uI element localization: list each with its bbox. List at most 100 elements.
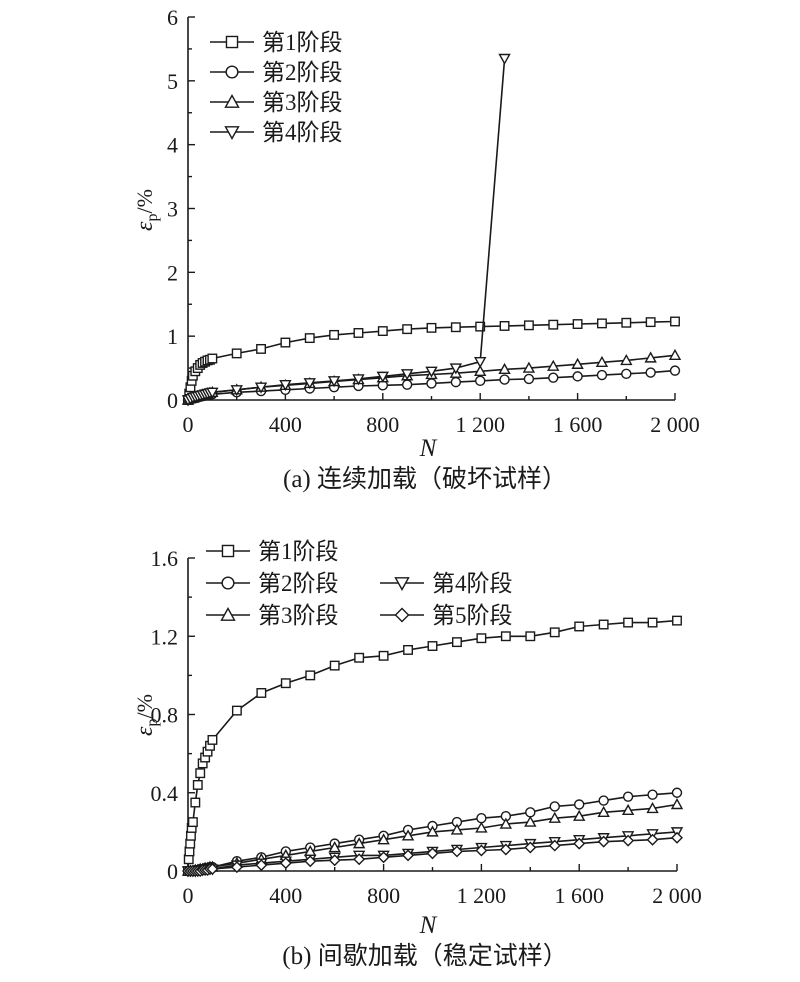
data-point xyxy=(190,797,201,808)
data-point xyxy=(474,364,487,376)
data-point xyxy=(547,359,560,371)
legend-item: 第5阶段 xyxy=(380,603,513,628)
data-point xyxy=(327,376,341,388)
data-point xyxy=(474,357,487,369)
y-tick-label: 1 xyxy=(167,324,178,349)
data-point xyxy=(403,644,413,655)
data-point xyxy=(400,369,414,381)
panel-a-chart: 0 400 800 1 200 1 600 2 000 0 1 2 3 4 5 6 Nεp/% 第1阶段第2… xyxy=(132,5,700,493)
data-point xyxy=(573,809,586,821)
legend-item: 第1阶段 xyxy=(210,30,343,55)
data-point xyxy=(668,348,682,361)
data-point xyxy=(352,374,365,386)
data-point xyxy=(646,833,659,846)
y-axis-title: εp/% xyxy=(132,189,161,231)
data-point xyxy=(401,379,413,390)
data-point xyxy=(500,631,511,642)
data-point xyxy=(279,857,292,870)
data-point xyxy=(377,851,390,864)
data-point xyxy=(352,837,366,849)
data-point xyxy=(598,619,609,630)
data-point xyxy=(645,367,656,378)
y-tick-label: 0 xyxy=(167,859,178,884)
data-point xyxy=(671,787,683,798)
data-point xyxy=(574,799,585,810)
data-point xyxy=(647,617,658,628)
legend-label: 第2阶段 xyxy=(258,571,339,596)
data-point xyxy=(475,821,488,833)
data-point xyxy=(426,378,437,389)
data-point xyxy=(449,363,463,375)
data-point xyxy=(574,621,585,632)
data-point xyxy=(549,801,560,812)
data-point xyxy=(623,617,634,628)
data-point xyxy=(548,319,559,330)
data-point xyxy=(571,357,584,369)
y-tick-label: 4 xyxy=(167,133,178,158)
axes: 0 400 800 1 200 1 600 2 000 0 1 2 3 4 5 6 xyxy=(167,5,700,437)
x-tick-label: 2 000 xyxy=(650,412,700,437)
x-tick-label: 800 xyxy=(366,412,399,437)
legend-item: 第2阶段 xyxy=(206,571,339,596)
y-axis-title: εp/% xyxy=(132,694,161,736)
data-point xyxy=(524,841,537,854)
panel-caption: (a) 连续加载（破坏试样） xyxy=(283,465,567,493)
data-point xyxy=(450,845,463,858)
data-point xyxy=(255,859,268,872)
data-point xyxy=(254,382,268,394)
data-point xyxy=(192,779,203,790)
data-point xyxy=(427,641,438,651)
series-1 xyxy=(183,615,682,876)
legend-item: 第1阶段 xyxy=(206,539,339,564)
data-point xyxy=(475,375,486,387)
x-tick-label: 400 xyxy=(269,883,302,908)
legend-marker xyxy=(394,577,410,591)
legend-marker xyxy=(394,607,410,623)
data-point xyxy=(328,854,341,867)
legend-marker xyxy=(224,126,240,140)
data-point xyxy=(548,839,561,852)
data-point xyxy=(426,322,437,333)
data-point xyxy=(328,841,341,853)
legend-label: 第4阶段 xyxy=(432,571,513,596)
data-point xyxy=(329,660,340,671)
data-point xyxy=(548,811,561,823)
data-point xyxy=(452,637,462,648)
data-point xyxy=(525,631,536,642)
data-point xyxy=(595,355,609,368)
axes: 0 400 800 1 200 1 600 2 000 0 0.4 0.8 1.2 1.6 xyxy=(151,546,702,908)
data-point xyxy=(475,321,486,332)
data-point xyxy=(646,801,659,814)
y-tick-label: 0.4 xyxy=(151,781,179,806)
data-point xyxy=(572,371,583,382)
y-tick-label: 5 xyxy=(167,69,178,94)
data-point xyxy=(523,320,534,331)
data-point xyxy=(644,351,657,363)
data-point xyxy=(378,650,389,661)
data-point xyxy=(525,807,536,818)
data-point xyxy=(305,670,316,681)
data-point xyxy=(353,853,366,866)
x-tick-label: 1 600 xyxy=(554,883,604,908)
y-tick-label: 1.2 xyxy=(151,624,179,649)
x-tick-label: 1 600 xyxy=(553,412,603,437)
data-point xyxy=(499,817,513,829)
data-point xyxy=(230,861,243,874)
data-point xyxy=(402,324,413,335)
data-point xyxy=(425,366,438,378)
data-point xyxy=(597,805,610,818)
x-axis-title: N xyxy=(419,912,438,939)
legend-item: 第2阶段 xyxy=(210,60,343,85)
data-point xyxy=(207,353,218,364)
data-point xyxy=(279,379,292,392)
data-point xyxy=(621,368,632,380)
data-point xyxy=(475,844,488,857)
data-point xyxy=(377,833,390,845)
legend-label: 第5阶段 xyxy=(432,603,513,628)
legend-label: 第3阶段 xyxy=(262,90,343,115)
y-tick-label: 6 xyxy=(167,5,178,30)
legend-marker xyxy=(221,576,235,590)
legend-label: 第1阶段 xyxy=(258,539,339,564)
data-point xyxy=(672,615,682,626)
